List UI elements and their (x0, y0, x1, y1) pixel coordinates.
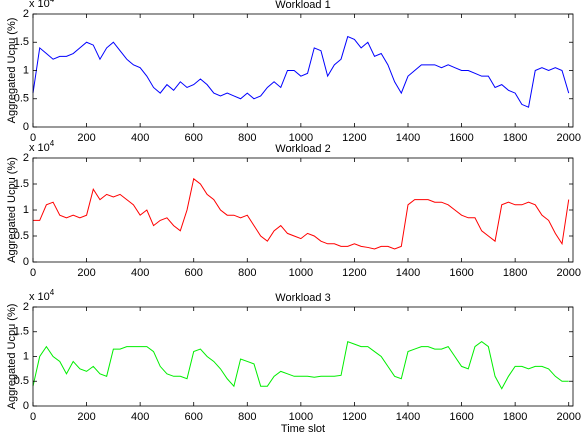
x-tick-label: 800 (238, 267, 256, 279)
y-tick-label: 1.5 (14, 36, 29, 48)
plot-area (33, 14, 573, 127)
y-multiplier: x 104 (29, 288, 55, 303)
x-tick-label: 1800 (503, 132, 527, 144)
y-tick-label: 0.5 (14, 375, 29, 387)
x-tick-label: 2000 (556, 411, 580, 423)
y-tick-label: 2 (23, 152, 29, 164)
x-tick-label: 1000 (289, 411, 313, 423)
y-multiplier-base: x 10 (29, 142, 50, 154)
y-tick-label: 1 (23, 350, 29, 362)
x-tick-label: 1000 (289, 267, 313, 279)
data-line (32, 340, 569, 390)
y-axis-label: Aggregated Ucpu (%) (6, 18, 18, 124)
x-tick-label: 200 (77, 411, 95, 423)
y-tick-label: 0.5 (14, 230, 29, 242)
data-line (32, 35, 570, 108)
x-tick-label: 1400 (396, 411, 420, 423)
x-tick-label: 400 (131, 411, 149, 423)
y-multiplier-exponent: 4 (50, 139, 55, 148)
x-tick-label: 800 (238, 411, 256, 423)
x-tick-label: 600 (185, 132, 203, 144)
x-tick-label: 600 (185, 267, 203, 279)
y-tick-label: 0 (23, 256, 29, 268)
y-multiplier-exponent: 4 (50, 0, 55, 4)
x-tick-label: 1200 (342, 132, 366, 144)
y-multiplier-exponent: 4 (50, 288, 55, 297)
y-multiplier-base: x 10 (29, 0, 50, 10)
x-tick-label: 1800 (503, 411, 527, 423)
y-axis-label: Aggregated Ucpu (%) (6, 157, 18, 263)
x-tick-label: 0 (30, 267, 36, 279)
y-multiplier: x 104 (29, 139, 55, 154)
x-tick-label: 1000 (289, 132, 313, 144)
x-tick-label: 0 (30, 132, 36, 144)
panel-title: Workload 1 (275, 0, 330, 11)
y-tick-label: 1.5 (14, 326, 29, 338)
plot-area (33, 158, 573, 262)
x-tick-label: 0 (30, 411, 36, 423)
x-tick-label: 1800 (503, 267, 527, 279)
x-tick-label: 1200 (342, 411, 366, 423)
y-axis-label: Aggregated Ucpu (%) (6, 304, 18, 410)
x-tick-label: 1600 (449, 411, 473, 423)
panel-title: Workload 3 (275, 292, 330, 304)
x-tick-label: 1400 (396, 132, 420, 144)
y-tick-label: 0 (23, 121, 29, 133)
x-tick-label: 1600 (449, 267, 473, 279)
x-tick-label: 400 (131, 132, 149, 144)
x-tick-label: 800 (238, 132, 256, 144)
y-tick-label: 1.5 (14, 178, 29, 190)
x-tick-label: 1200 (342, 267, 366, 279)
y-multiplier-base: x 10 (29, 291, 50, 303)
x-tick-label: 200 (77, 267, 95, 279)
x-tick-label: 1600 (449, 132, 473, 144)
y-tick-label: 2 (23, 301, 29, 313)
x-tick-label: 600 (185, 411, 203, 423)
x-axis-label: Time slot (281, 423, 325, 435)
x-tick-label: 1400 (396, 267, 420, 279)
y-tick-label: 1 (23, 204, 29, 216)
y-tick-label: 0 (23, 400, 29, 412)
plot-area (33, 307, 573, 406)
x-tick-label: 2000 (556, 132, 580, 144)
x-tick-label: 200 (77, 132, 95, 144)
data-line (33, 177, 570, 250)
panel-title: Workload 2 (275, 143, 330, 155)
y-tick-label: 1 (23, 64, 29, 76)
x-tick-label: 400 (131, 267, 149, 279)
x-tick-label: 2000 (556, 267, 580, 279)
y-multiplier: x 104 (29, 0, 55, 10)
y-tick-label: 0.5 (14, 93, 29, 105)
y-tick-label: 2 (23, 8, 29, 20)
